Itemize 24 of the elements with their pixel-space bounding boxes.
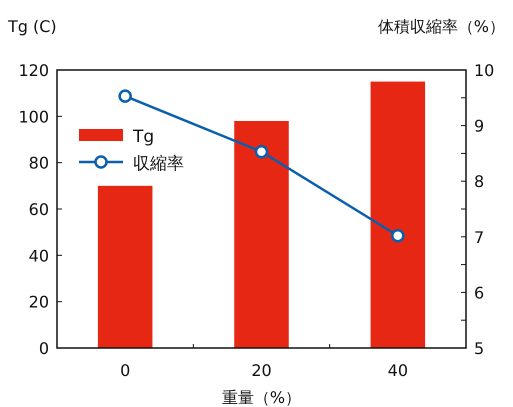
y2-axis-title: 体積収縮率（%） (378, 17, 505, 36)
y2-tick-label: 6 (474, 283, 484, 302)
point (391, 228, 405, 242)
legend-label: Tg (132, 127, 154, 147)
y-tick-label: 20 (28, 292, 49, 312)
x-tick-label: 20 (251, 361, 272, 380)
y-axis-title: Tg (C) (7, 17, 57, 36)
x-tick-label: 0 (120, 361, 130, 380)
y-tick-label: 120 (18, 61, 49, 80)
y2-tick-label: 5 (474, 339, 484, 358)
x-axis-title: 重量（%） (222, 388, 302, 407)
point (118, 89, 132, 103)
point (254, 144, 268, 158)
y-tick-label: 60 (28, 200, 49, 219)
y2-tick-label: 7 (474, 228, 484, 247)
y-tick-label: 40 (28, 246, 49, 266)
x-tick-label: 40 (388, 361, 408, 380)
y-tick-label: 100 (18, 107, 49, 126)
y-tick-label: 80 (28, 154, 49, 173)
y2-tick-label: 9 (474, 116, 484, 136)
y2-tick-label: 10 (474, 61, 494, 80)
y-tick-label: 0 (38, 339, 49, 358)
y2-tick-label: 8 (474, 172, 484, 192)
legend-label: 収縮率 (133, 154, 184, 174)
